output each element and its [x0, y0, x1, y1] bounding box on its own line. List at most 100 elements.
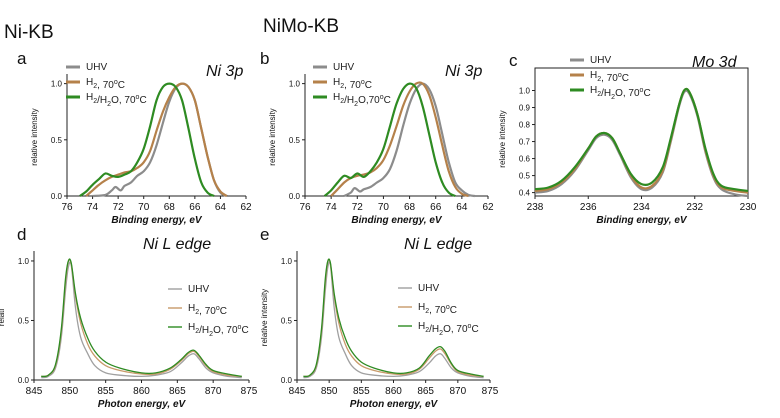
series-line-3: [534, 87, 749, 192]
x-tick-label: 230: [740, 202, 757, 213]
y-tick-label: 0.6: [519, 155, 531, 164]
legend-label: UHV: [333, 62, 354, 73]
x-tick-label: 72: [352, 202, 364, 213]
x-tick-label: 875: [482, 386, 499, 397]
x-tick-label: 236: [580, 202, 597, 213]
x-tick-label: 66: [430, 202, 442, 213]
chart-panel-a: a Ni 3p 76 74 72 70 68 66 64 62 0.0 0.5 1.0 Binding e…: [17, 49, 252, 226]
x-tick-label: 62: [482, 202, 494, 213]
x-axis-label: Binding energy, eV: [351, 215, 443, 226]
y-tick-label: 1.0: [289, 80, 301, 89]
y-tick-label: 0.5: [289, 136, 301, 145]
legend-label: H2/H2O, 70oC: [418, 321, 479, 337]
y-axis-label: relati: [0, 309, 6, 327]
x-tick-label: 870: [205, 386, 222, 397]
series-line-3: [303, 258, 484, 378]
y-tick-label: 1.0: [281, 257, 293, 266]
legend-label: H2/H2O, 70oC: [86, 92, 147, 108]
x-tick-label: 74: [326, 202, 338, 213]
y-tick-label: 0.0: [51, 192, 63, 201]
legend-label: H2, 70oC: [590, 70, 629, 84]
x-tick-label: 860: [133, 386, 150, 397]
series-line-2: [85, 82, 228, 197]
legend-label: H2/H2O, 70oC: [590, 85, 651, 101]
y-tick-label: 0.5: [281, 316, 293, 325]
legend-label: H2/H2O,70oC: [333, 92, 391, 108]
panel-title: Mo 3d: [692, 54, 738, 71]
panel-letter: d: [17, 225, 26, 244]
x-tick-label: 68: [164, 202, 176, 213]
x-tick-label: 76: [299, 202, 311, 213]
x-tick-label: 865: [169, 386, 186, 397]
y-tick-label: 1.0: [51, 80, 63, 89]
x-tick-label: 870: [449, 386, 466, 397]
chart-panels: a Ni 3p 76 74 72 70 68 66 64 62 0.0 0.5 1.0 Binding e…: [0, 49, 757, 410]
legend-label: H2, 70oC: [188, 303, 227, 317]
panel-letter: c: [509, 51, 518, 70]
x-tick-label: 855: [97, 386, 114, 397]
y-tick-label: 0.5: [18, 316, 30, 325]
y-tick-label: 0.5: [519, 172, 531, 181]
panel-title: Ni 3p: [445, 63, 482, 80]
x-tick-label: 232: [686, 202, 703, 213]
x-tick-label: 238: [527, 202, 544, 213]
x-axis-label: Photon energy, eV: [98, 399, 187, 410]
panel-letter: a: [17, 49, 27, 68]
chart-panel-b: b Ni 3p 76 74 72 70 68 66 64 62 0.0 0.5 1.0 Binding e…: [260, 49, 494, 226]
legend-label: H2, 70oC: [418, 302, 457, 316]
legend-label: H2/H2O, 70oC: [188, 322, 249, 338]
series-line-2: [41, 258, 242, 378]
series-line-3: [79, 82, 215, 197]
series-line-1: [303, 261, 484, 379]
x-axis-label: Binding energy, eV: [111, 215, 203, 226]
chart-panel-e: e Ni L edge 845 850 855 860 865 870 875 0.0 0.5 1.0…: [260, 225, 499, 410]
chart-panel-d: d Ni L edge 845 850 855 860 865 870 875 0.0 0.5 1.0…: [0, 225, 258, 410]
group-label-nimo-kb: NiMo-KB: [263, 16, 339, 37]
x-tick-label: 68: [404, 202, 416, 213]
x-tick-label: 845: [289, 386, 306, 397]
x-tick-label: 850: [321, 386, 338, 397]
x-tick-label: 855: [353, 386, 370, 397]
legend-label: H2, 70oC: [86, 77, 125, 91]
y-axis-label: relative intensity: [260, 289, 269, 346]
panel-letter: b: [260, 49, 269, 68]
x-tick-label: 865: [417, 386, 434, 397]
panel-letter: e: [260, 225, 269, 244]
y-tick-label: 0.0: [18, 376, 30, 385]
legend-label: UHV: [418, 283, 439, 294]
panel-title: Ni 3p: [206, 63, 243, 80]
y-tick-label: 0.0: [289, 192, 301, 201]
y-tick-label: 0.7: [519, 138, 531, 147]
x-tick-label: 845: [26, 386, 43, 397]
y-tick-label: 1.0: [519, 87, 531, 96]
x-tick-label: 860: [385, 386, 402, 397]
y-tick-label: 0.4: [519, 189, 531, 198]
x-tick-label: 74: [87, 202, 99, 213]
y-axis-label: relative intensity: [268, 108, 277, 165]
y-axis-label: relative intensity: [498, 110, 507, 167]
y-tick-label: 0.5: [51, 136, 63, 145]
y-tick-label: 1.0: [18, 257, 30, 266]
x-tick-label: 850: [61, 386, 78, 397]
x-axis-label: Binding energy, eV: [596, 215, 688, 226]
x-axis-label: Photon energy, eV: [350, 399, 439, 410]
legend-label: UHV: [86, 62, 107, 73]
legend-label: H2, 70oC: [333, 77, 372, 91]
y-tick-label: 0.9: [519, 104, 531, 113]
series-line-1: [343, 82, 476, 198]
x-tick-label: 875: [241, 386, 258, 397]
x-tick-label: 66: [189, 202, 201, 213]
y-tick-label: 0.0: [281, 376, 293, 385]
series-line-3: [41, 258, 242, 378]
x-tick-label: 70: [378, 202, 390, 213]
series-line-3: [323, 82, 456, 198]
group-label-ni-kb: Ni-KB: [4, 22, 54, 43]
x-tick-label: 72: [113, 202, 125, 213]
y-tick-label: 0.8: [519, 121, 531, 130]
x-tick-label: 76: [61, 202, 73, 213]
legend-label: UHV: [590, 55, 611, 66]
x-tick-label: 64: [456, 202, 468, 213]
x-tick-label: 70: [138, 202, 150, 213]
x-tick-label: 62: [240, 202, 252, 213]
